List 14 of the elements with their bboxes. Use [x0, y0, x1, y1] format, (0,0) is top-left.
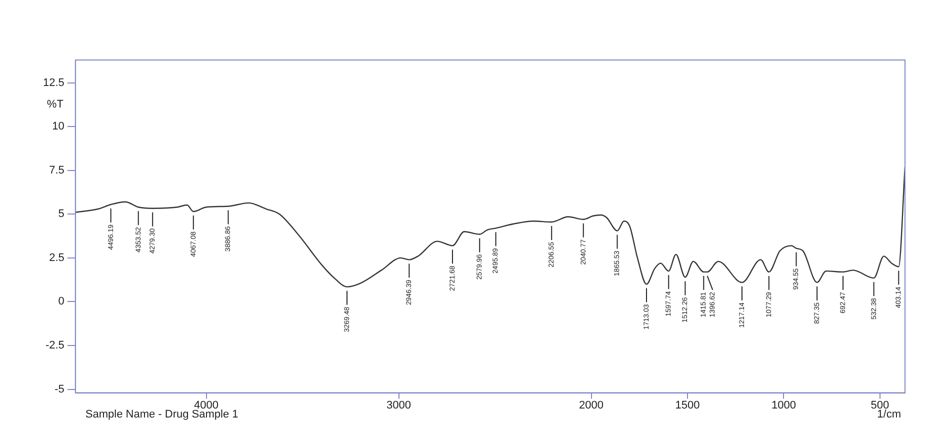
x-tick-label: 3000 — [386, 399, 412, 412]
x-tick-label: 1000 — [771, 399, 796, 412]
y-tick-label: 0 — [58, 296, 64, 308]
y-tick-label: 12.5 — [42, 76, 64, 89]
x-tick-label: 1500 — [675, 399, 700, 412]
x-axis-title: 1/cm — [877, 408, 901, 420]
x-tick-label: 2000 — [579, 399, 604, 412]
y-tick-label: 2.5 — [49, 252, 64, 264]
y-tick-label: -2.5 — [45, 340, 64, 352]
y-tick-label: 5 — [58, 208, 64, 220]
y-axis-title: %T — [46, 98, 64, 111]
y-tick-label: 7.5 — [49, 164, 64, 176]
y-tick-label: 10 — [52, 120, 64, 133]
y-tick-label: -5 — [54, 383, 64, 396]
